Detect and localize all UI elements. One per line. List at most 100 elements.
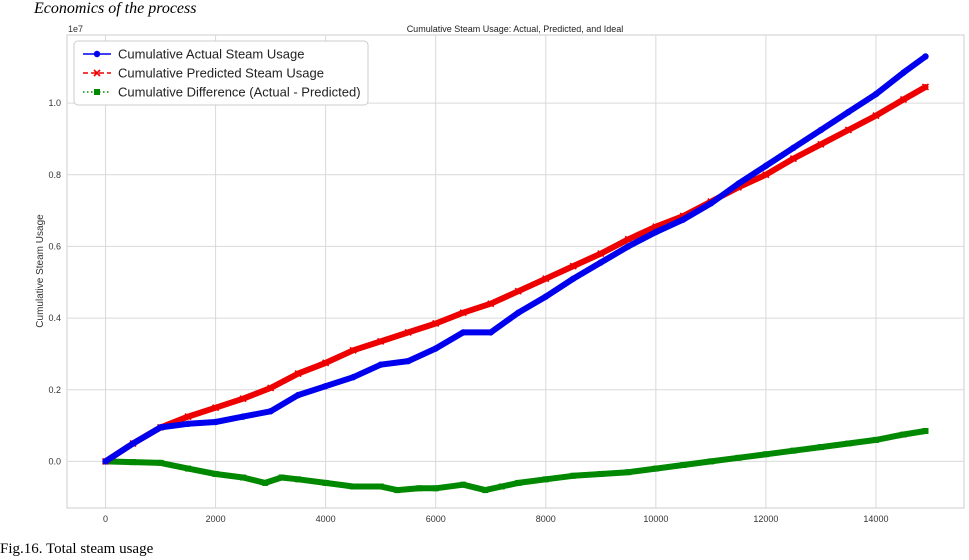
data-point-predicted <box>817 140 825 148</box>
plot-frame <box>66 34 965 509</box>
data-point-difference <box>157 459 164 466</box>
data-point-difference <box>295 476 302 483</box>
y-tick-label: 0.0 <box>48 456 61 466</box>
data-point-difference <box>845 440 852 447</box>
data-point-difference <box>262 479 269 486</box>
data-point-actual <box>542 293 549 300</box>
data-point-difference <box>432 485 439 492</box>
legend-label: Cumulative Difference (Actual - Predicte… <box>118 85 361 100</box>
y-tick-labels: 0.0 0.2 0.4 0.6 0.8 1.0 <box>48 98 61 466</box>
data-point-difference <box>460 481 467 488</box>
legend-box <box>73 40 369 106</box>
data-point-actual <box>129 440 137 447</box>
data-point-difference <box>416 485 423 492</box>
data-point-actual <box>872 90 880 98</box>
data-point-actual <box>817 126 825 134</box>
data-point-predicted <box>844 126 853 134</box>
y-tick-label: 0.8 <box>48 170 61 180</box>
y-axis-label: Cumulative Steam Usage <box>35 214 46 328</box>
legend-marker <box>93 69 101 77</box>
data-point-difference <box>212 470 219 477</box>
figure-caption: Fig.16. Total steam usage <box>0 541 154 557</box>
data-point-actual <box>845 108 852 116</box>
y-tick-label: 0.6 <box>48 241 61 251</box>
x-tick-label: 14000 <box>863 514 888 524</box>
data-point-difference <box>790 447 797 454</box>
data-point-difference <box>130 459 137 466</box>
x-tick-labels: 0 2000 4000 6000 8000 10000 12000 14000 <box>103 514 888 524</box>
data-point-predicted <box>762 171 770 179</box>
data-point-predicted <box>377 337 385 345</box>
legend-label: Cumulative Actual Steam Usage <box>118 47 304 62</box>
data-point-actual <box>377 361 384 368</box>
data-point-actual <box>404 357 412 365</box>
data-point-predicted <box>459 309 467 317</box>
data-point-predicted <box>542 275 550 283</box>
data-point-actual <box>157 424 164 431</box>
data-point-predicted <box>212 404 220 412</box>
data-point-predicted <box>322 359 330 367</box>
data-point-actual <box>680 216 687 223</box>
data-point-difference <box>652 465 659 472</box>
data-point-difference <box>872 436 879 443</box>
data-point-difference <box>482 487 489 494</box>
x-tick-label: 6000 <box>426 514 446 524</box>
data-point-predicted <box>404 328 412 336</box>
chart-title: Cumulative Steam Usage: Actual, Predicte… <box>407 24 624 34</box>
data-point-predicted <box>789 155 797 163</box>
data-point-predicted <box>432 319 440 328</box>
section-heading: Economics of the process <box>34 0 197 17</box>
x-tick-label: 2000 <box>206 514 226 524</box>
data-point-difference <box>278 474 285 481</box>
data-point-actual <box>652 228 660 236</box>
grid-lines <box>67 35 964 508</box>
series-difference <box>102 427 929 494</box>
data-point-predicted <box>921 83 930 91</box>
data-point-actual <box>184 420 192 427</box>
data-point-actual <box>707 200 715 207</box>
data-point-predicted <box>569 262 577 270</box>
series-actual <box>102 53 929 465</box>
data-point-actual <box>570 275 577 282</box>
data-point-actual <box>432 345 439 352</box>
data-point-difference <box>394 487 401 494</box>
y-tick-label: 0.4 <box>48 313 61 323</box>
data-point-difference <box>597 470 604 477</box>
data-series <box>101 53 930 494</box>
data-point-actual <box>762 162 770 169</box>
y-tick-label: 0.2 <box>48 385 61 395</box>
x-tick-label: 0 <box>103 514 108 524</box>
data-point-actual <box>735 180 742 187</box>
data-point-difference <box>922 427 929 434</box>
data-point-predicted <box>514 287 522 295</box>
data-point-difference <box>900 431 907 438</box>
data-point-actual <box>460 329 467 336</box>
x-tick-label: 4000 <box>316 514 336 524</box>
data-point-predicted <box>184 413 192 421</box>
data-point-actual <box>239 413 247 420</box>
legend-entries: Cumulative Actual Steam Usage Cumulative … <box>83 47 361 100</box>
data-point-difference <box>377 483 384 490</box>
data-point-difference <box>515 479 522 486</box>
steam-usage-chart: Cumulative Steam Usage: Actual, Predicte… <box>35 24 965 524</box>
data-point-actual <box>349 374 357 381</box>
series-line-difference <box>102 428 929 494</box>
data-point-actual <box>790 144 797 152</box>
data-point-predicted <box>872 112 880 120</box>
data-point-predicted <box>239 395 247 403</box>
data-point-predicted <box>899 95 908 104</box>
y-tick-label: 1.0 <box>48 98 61 108</box>
data-point-difference <box>680 462 687 468</box>
x-tick-label: 8000 <box>536 514 556 524</box>
data-point-actual <box>102 458 109 465</box>
data-point-predicted <box>624 235 632 243</box>
data-point-actual <box>212 418 219 426</box>
legend-marker <box>93 50 101 58</box>
data-point-difference <box>625 469 632 476</box>
data-point-predicted <box>597 250 605 258</box>
data-point-predicted <box>349 346 357 354</box>
data-point-predicted <box>487 300 495 308</box>
data-point-difference <box>185 465 192 472</box>
data-point-difference <box>570 472 577 479</box>
data-point-actual <box>487 329 494 336</box>
